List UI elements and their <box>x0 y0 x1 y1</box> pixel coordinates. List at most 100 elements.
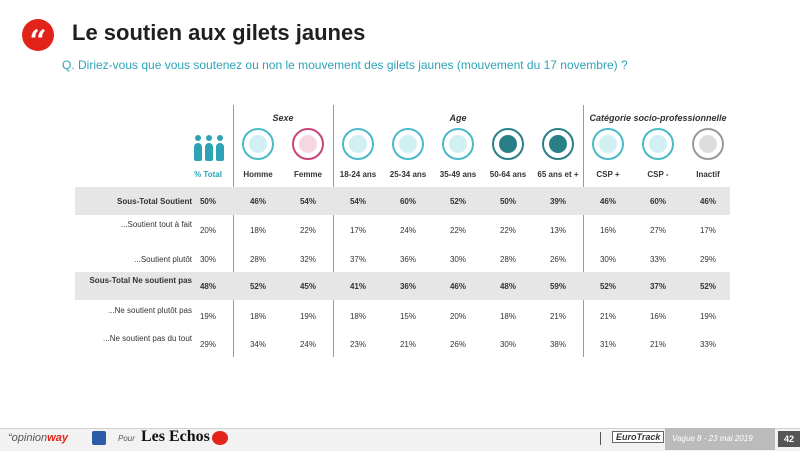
worker-icon <box>642 128 674 160</box>
group-divider <box>333 105 334 357</box>
worker-icon <box>592 128 624 160</box>
table-cell: 60% <box>399 197 416 206</box>
table-cell: 24% <box>299 340 316 349</box>
table-row: ...Soutient tout à fait 20% 18% 22% 17% 24% 22… <box>75 216 730 244</box>
table-cell: 59% <box>549 282 566 291</box>
group-label-age: Age <box>449 113 467 123</box>
column-header: CSP + <box>596 170 620 179</box>
table-cell: 22% <box>499 226 516 235</box>
table-cell: 46% <box>699 197 716 206</box>
column-header: Homme <box>243 170 273 179</box>
question-text: Q. Diriez-vous que vous soutenez ou non … <box>62 58 628 72</box>
cake-icon <box>542 128 574 160</box>
table-cell: 48% <box>499 282 516 291</box>
table-cell: 52% <box>249 282 266 291</box>
page-title: Le soutien aux gilets jaunes <box>72 20 366 45</box>
table-row: Sous-Total Soutient 50% 46% 54% 54% 60% 52% 50%… <box>75 187 730 215</box>
column-header: % Total <box>194 170 222 179</box>
table-cell: 23% <box>349 340 366 349</box>
table-cell: 37% <box>649 282 666 291</box>
table-cell: 17% <box>699 226 716 235</box>
column-header: 18-24 ans <box>339 170 377 179</box>
table-cell: 16% <box>599 226 616 235</box>
table-cell: 17% <box>349 226 366 235</box>
table-cell: 45% <box>299 282 316 291</box>
pour-label: Pour <box>118 434 135 443</box>
table-cell: 22% <box>449 226 466 235</box>
row-label: ...Ne soutient pas du tout <box>103 334 192 343</box>
table-cell: 28% <box>499 255 516 264</box>
table-cell: 52% <box>449 197 466 206</box>
table-cell: 21% <box>399 340 416 349</box>
table-cell: 39% <box>549 197 566 206</box>
row-label: Sous-Total Ne soutient pas <box>89 276 192 285</box>
table-cell: 30% <box>499 340 516 349</box>
footer-divider <box>600 432 601 445</box>
table-cell: 18% <box>249 312 266 321</box>
table-cell: 16% <box>649 312 666 321</box>
table-cell: 30% <box>449 255 466 264</box>
table-cell: 38% <box>549 340 566 349</box>
table-row: Sous-Total Ne soutient pas 48% 52% 45% 41% 36… <box>75 272 730 300</box>
group-divider <box>233 105 234 357</box>
table-cell: 21% <box>549 312 566 321</box>
table-cell: 29% <box>199 340 216 349</box>
lesechos-badge-icon <box>212 431 228 445</box>
table-cell: 30% <box>599 255 616 264</box>
table-cell: 26% <box>449 340 466 349</box>
table-cell: 33% <box>649 255 666 264</box>
table-cell: 32% <box>299 255 316 264</box>
table-cell: 18% <box>349 312 366 321</box>
cake-icon <box>492 128 524 160</box>
table-cell: 27% <box>649 226 666 235</box>
group-label-sexe: Sexe <box>272 113 294 123</box>
page-number: 42 <box>778 431 800 447</box>
cake-icon <box>392 128 424 160</box>
table-cell: 19% <box>299 312 316 321</box>
row-label: ...Ne soutient plutôt pas <box>107 306 192 315</box>
table-cell: 13% <box>549 226 566 235</box>
table-cell: 46% <box>449 282 466 291</box>
row-label: Sous-Total Soutient <box>117 197 192 206</box>
vague-banner <box>665 428 775 450</box>
male-icon <box>242 128 274 160</box>
table-row: ...Soutient plutôt 30% 28% 32% 37% 36% 30% 28% 2… <box>75 245 730 273</box>
table-cell: 19% <box>199 312 216 321</box>
cake-icon <box>342 128 374 160</box>
table-cell: 48% <box>199 282 216 291</box>
table-cell: 41% <box>349 282 366 291</box>
quote-logo-icon: “ <box>22 19 54 51</box>
table-cell: 20% <box>449 312 466 321</box>
table-row: ...Ne soutient plutôt pas 19% 18% 19% 18% 15%… <box>75 302 730 330</box>
lesechos-logo: Les Echos <box>141 428 210 445</box>
table-cell: 18% <box>249 226 266 235</box>
column-header: CSP - <box>647 170 669 179</box>
people-icon <box>194 133 224 161</box>
table-cell: 50% <box>199 197 216 206</box>
eurotrack-logo: EuroTrack <box>612 431 665 443</box>
row-label: ...Soutient tout à fait <box>120 220 192 229</box>
table-cell: 54% <box>299 197 316 206</box>
table-cell: 30% <box>199 255 216 264</box>
column-header: 35-49 ans <box>439 170 477 179</box>
table-cell: 31% <box>599 340 616 349</box>
vague-label: Vague 8 - 23 mai 2019 <box>672 434 753 443</box>
group-divider <box>583 105 584 357</box>
table-cell: 19% <box>699 312 716 321</box>
table-cell: 24% <box>399 226 416 235</box>
table-cell: 22% <box>299 226 316 235</box>
column-header: 25-34 ans <box>389 170 427 179</box>
table-cell: 36% <box>399 282 416 291</box>
table-cell: 28% <box>249 255 266 264</box>
table-cell: 26% <box>549 255 566 264</box>
column-header: Inactif <box>696 170 720 179</box>
table-cell: 33% <box>699 340 716 349</box>
shield-icon <box>92 431 106 445</box>
table-cell: 20% <box>199 226 216 235</box>
table-cell: 54% <box>349 197 366 206</box>
row-label: ...Soutient plutôt <box>134 255 192 264</box>
table-cell: 60% <box>649 197 666 206</box>
column-header: 65 ans et + <box>537 170 579 179</box>
opinionway-logo: “opinionway <box>8 432 68 444</box>
female-icon <box>292 128 324 160</box>
